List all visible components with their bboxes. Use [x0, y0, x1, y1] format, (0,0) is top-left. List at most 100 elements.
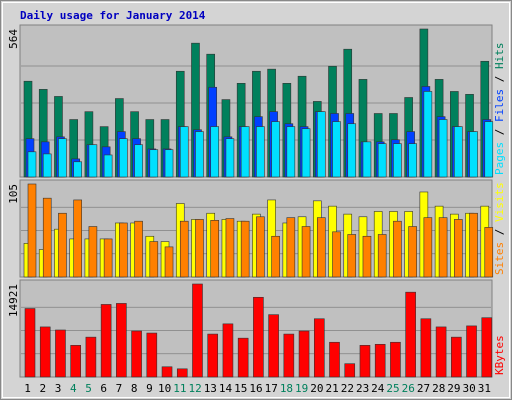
bar: [210, 220, 220, 278]
bar: [420, 318, 432, 378]
bar: [85, 336, 97, 378]
bar: [362, 141, 372, 178]
bar: [131, 330, 142, 378]
bar: [164, 246, 174, 278]
x-tick-label: 18: [280, 382, 293, 395]
bar: [39, 326, 51, 378]
bar: [237, 337, 249, 378]
bar: [469, 131, 478, 178]
legend-separator: /: [493, 122, 506, 142]
bar: [27, 151, 37, 178]
legend-separator: /: [493, 69, 506, 89]
bar: [210, 126, 220, 178]
bar: [362, 235, 372, 278]
bar: [484, 121, 494, 178]
x-tick-label: 15: [234, 382, 247, 395]
bar: [481, 317, 493, 378]
bar: [88, 226, 98, 278]
bar: [268, 314, 279, 378]
bar: [164, 149, 174, 178]
legend-entry: Pages: [493, 142, 506, 175]
bar: [374, 343, 386, 378]
bar: [438, 217, 448, 278]
bar: [359, 345, 371, 378]
legend-entry: Hits: [493, 43, 506, 70]
x-tick-label: 25: [386, 382, 399, 395]
bar: [469, 212, 478, 278]
x-tick-label: 7: [116, 382, 123, 395]
bar: [344, 363, 356, 378]
bar: [466, 325, 477, 378]
legend-separator: /: [493, 222, 506, 242]
bar: [253, 296, 264, 378]
bar: [390, 341, 401, 378]
x-tick-label: 10: [158, 382, 171, 395]
x-tick-label: 23: [356, 382, 369, 395]
bar: [222, 323, 234, 378]
bar: [225, 138, 235, 178]
bar: [134, 220, 143, 278]
bar: [146, 332, 158, 378]
x-tick-label: 28: [432, 382, 445, 395]
bar: [70, 345, 81, 378]
bar: [393, 143, 402, 178]
bar: [347, 123, 357, 178]
bar: [316, 217, 326, 278]
x-tick-label: 31: [478, 382, 491, 395]
x-tick-label: 24: [371, 382, 385, 395]
bar: [408, 143, 417, 178]
x-tick-label: 5: [85, 382, 92, 395]
x-tick-label: 27: [417, 382, 430, 395]
y-max-label: 564: [7, 29, 20, 49]
x-tick-label: 22: [341, 382, 354, 395]
bar: [149, 149, 159, 178]
legend-entry: Visits: [493, 182, 506, 222]
bar: [405, 291, 416, 378]
legend: Pages / Files / Hits: [493, 43, 506, 176]
bar: [438, 119, 448, 178]
legend: KBytes: [493, 335, 506, 375]
bar: [283, 333, 295, 378]
bar: [116, 303, 127, 378]
x-tick-label: 16: [249, 382, 262, 395]
bar: [134, 144, 143, 178]
bar: [256, 216, 265, 278]
bar: [301, 128, 311, 178]
bar: [58, 212, 67, 278]
bar: [195, 219, 204, 278]
x-tick-label: 8: [131, 382, 138, 395]
bar: [149, 241, 159, 278]
x-tick-label: 13: [204, 382, 217, 395]
bar: [256, 126, 265, 178]
bar: [88, 144, 98, 178]
bar: [408, 226, 417, 278]
x-tick-label: 11: [173, 382, 186, 395]
y-max-label: 105: [7, 184, 20, 204]
bar: [316, 111, 326, 178]
bar: [454, 219, 463, 278]
bar: [301, 226, 311, 278]
y-max-label: 14921: [7, 284, 20, 317]
bar: [484, 227, 494, 278]
bar: [24, 308, 36, 378]
bar: [103, 154, 113, 178]
x-tick-label: 17: [265, 382, 278, 395]
bar: [286, 217, 296, 278]
bar: [271, 235, 280, 278]
bar: [347, 234, 357, 278]
bar: [179, 126, 189, 178]
bar: [423, 217, 433, 278]
x-tick-label: 9: [146, 382, 153, 395]
bar: [42, 153, 52, 178]
bar: [435, 326, 447, 378]
x-tick-label: 30: [463, 382, 476, 395]
bar: [58, 138, 67, 178]
x-tick-label: 26: [402, 382, 415, 395]
x-tick-label: 4: [70, 382, 77, 395]
x-tick-label: 21: [326, 382, 339, 395]
bar: [161, 366, 173, 378]
bar: [454, 126, 463, 178]
x-tick-label: 1: [24, 382, 31, 395]
